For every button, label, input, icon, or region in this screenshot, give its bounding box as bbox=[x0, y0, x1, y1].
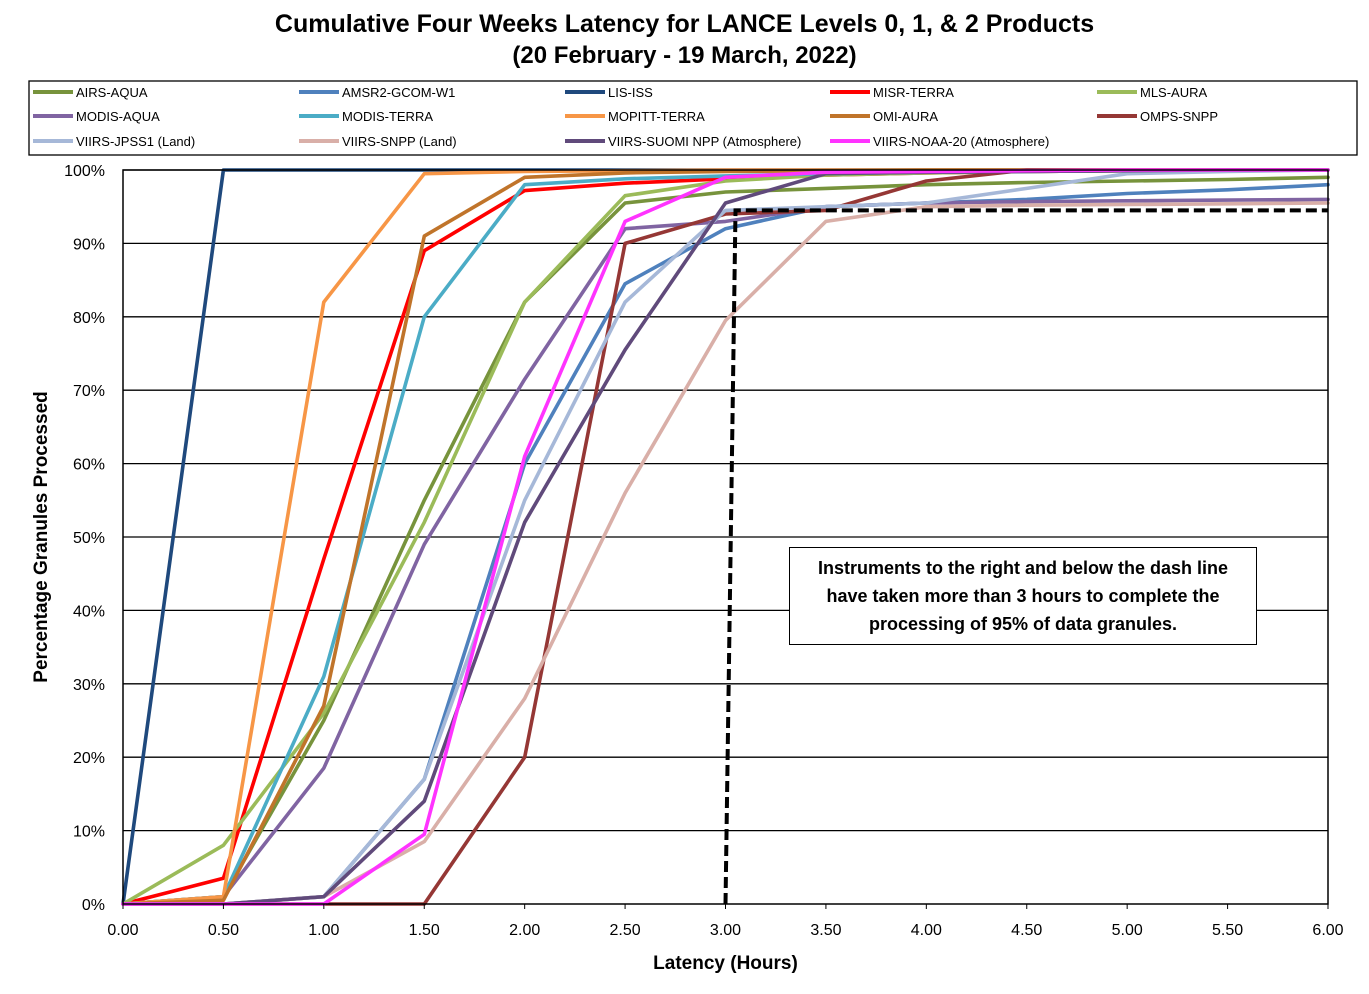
y-tick-label: 40% bbox=[73, 603, 105, 620]
legend-label-viirs-noaa-20-atmosphere: VIIRS-NOAA-20 (Atmosphere) bbox=[873, 134, 1049, 149]
series-line-airs-aqua bbox=[121, 175, 1330, 906]
x-tick-label: 4.00 bbox=[911, 922, 942, 939]
y-tick-label: 30% bbox=[73, 677, 105, 694]
legend-label-mopitt-terra: MOPITT-TERRA bbox=[608, 109, 705, 124]
x-tick-label: 6.00 bbox=[1312, 922, 1343, 939]
y-tick-label: 20% bbox=[73, 750, 105, 767]
x-tick-label: 2.00 bbox=[509, 922, 540, 939]
y-axis-label: Percentage Granules Processed bbox=[31, 391, 52, 682]
chart-title: Cumulative Four Weeks Latency for LANCE … bbox=[274, 10, 1095, 38]
x-tick-label: 1.00 bbox=[308, 922, 339, 939]
x-tick-label: 5.50 bbox=[1212, 922, 1243, 939]
chart-subtitle: (20 February - 19 March, 2022) bbox=[512, 42, 857, 69]
legend-label-viirs-snpp-land: VIIRS-SNPP (Land) bbox=[342, 134, 457, 149]
legend-label-misr-terra: MISR-TERRA bbox=[873, 85, 954, 100]
legend-label-lis-iss: LIS-ISS bbox=[608, 85, 653, 100]
legend-label-mls-aura: MLS-AURA bbox=[1140, 85, 1208, 100]
legend-label-viirs-jpss1-land: VIIRS-JPSS1 (Land) bbox=[76, 134, 195, 149]
legend-label-omps-snpp: OMPS-SNPP bbox=[1140, 109, 1218, 124]
y-tick-label: 0% bbox=[82, 897, 105, 914]
x-tick-label: 5.00 bbox=[1112, 922, 1143, 939]
x-tick-label: 3.00 bbox=[710, 922, 741, 939]
legend-label-airs-aqua: AIRS-AQUA bbox=[76, 85, 148, 100]
legend-label-modis-terra: MODIS-TERRA bbox=[342, 109, 433, 124]
threshold-line bbox=[723, 208, 1328, 905]
x-tick-label: 4.50 bbox=[1011, 922, 1042, 939]
x-tick-label: 0.50 bbox=[208, 922, 239, 939]
x-tick-label: 1.50 bbox=[409, 922, 440, 939]
y-tick-label: 90% bbox=[73, 236, 105, 253]
annotation-text: Instruments to the right and below the d… bbox=[817, 558, 1229, 634]
threshold-dash-line bbox=[723, 208, 1328, 905]
legend-label-omi-aura: OMI-AURA bbox=[873, 109, 938, 124]
x-axis-label: Latency (Hours) bbox=[653, 953, 798, 974]
legend-label-modis-aqua: MODIS-AQUA bbox=[76, 109, 160, 124]
series-line-modis-aqua bbox=[121, 197, 1330, 906]
x-tick-label: 0.00 bbox=[107, 922, 138, 939]
gridlines bbox=[123, 169, 1328, 832]
annotation-box: Instruments to the right and below the d… bbox=[789, 547, 1257, 645]
legend: AIRS-AQUA AMSR2-GCOM-W1 LIS-ISS MISR-TERRA M… bbox=[28, 80, 1358, 156]
y-tick-label: 80% bbox=[73, 310, 105, 327]
y-tick-label: 60% bbox=[73, 457, 105, 474]
y-tick-label: 50% bbox=[73, 530, 105, 547]
plot-area-border bbox=[122, 169, 1329, 905]
x-tick-label: 3.50 bbox=[810, 922, 841, 939]
legend-label-amsr2-gcom-w1: AMSR2-GCOM-W1 bbox=[342, 85, 455, 100]
y-tick-label: 100% bbox=[64, 163, 105, 180]
axes: 0% 10% 20% 30% 40% 50% 60% 70% 80% 90% 100% 0.00 0.5… bbox=[64, 163, 1344, 939]
x-tick-label: 2.50 bbox=[610, 922, 641, 939]
legend-label-viirs-suomi-npp-atmosphere: VIIRS-SUOMI NPP (Atmosphere) bbox=[608, 134, 801, 149]
y-tick-label: 10% bbox=[73, 824, 105, 841]
y-tick-label: 70% bbox=[73, 383, 105, 400]
